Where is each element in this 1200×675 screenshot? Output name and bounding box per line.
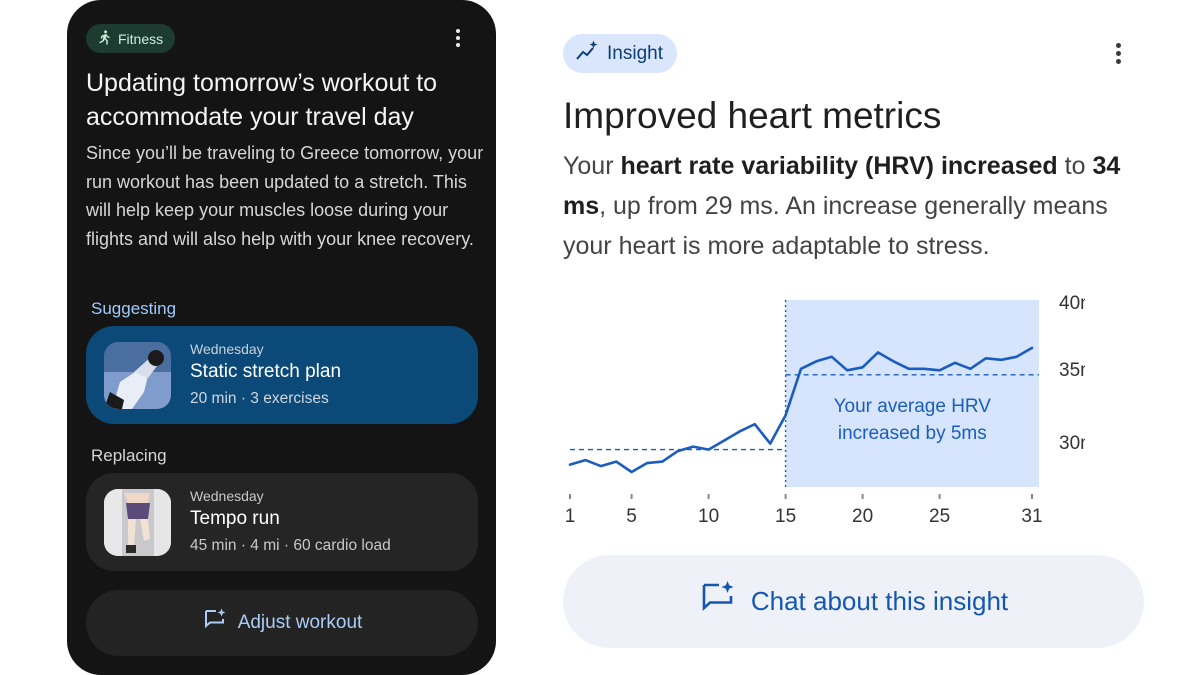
fitness-card: Fitness Updating tomorrow’s workout to a…	[67, 0, 496, 675]
run-thumbnail	[104, 489, 171, 556]
card-title: Updating tomorrow’s workout to accommoda…	[86, 69, 438, 131]
fitness-chip[interactable]: Fitness	[86, 24, 176, 53]
x-tick-label: 10	[698, 506, 719, 527]
replaced-workout-name: Tempo run	[190, 508, 280, 529]
suggesting-label: Suggesting	[91, 299, 177, 318]
insight-chip-label: Insight	[607, 42, 663, 64]
suggested-workout-card[interactable]: Wednesday Static stretch plan 20 min · 3…	[86, 326, 478, 424]
chat-about-insight-label: Chat about this insight	[750, 586, 1009, 616]
more-options-icon[interactable]	[1106, 41, 1130, 65]
x-tick-label: 25	[929, 506, 950, 527]
x-tick-label: 15	[775, 506, 796, 527]
adjust-workout-button[interactable]: Adjust workout	[86, 590, 478, 656]
suggested-day: Wednesday	[190, 341, 264, 357]
replaced-day: Wednesday	[190, 488, 264, 504]
chat-about-insight-button[interactable]: Chat about this insight	[563, 555, 1144, 648]
replaced-workout-meta: 45 min · 4 mi · 60 cardio load	[190, 537, 391, 554]
highlight-region	[785, 300, 1039, 487]
stretch-thumbnail	[104, 342, 171, 409]
chat-sparkle-icon	[202, 607, 228, 639]
chart-annotation: Your average HRV	[834, 396, 992, 417]
y-tick-label: 30ms	[1059, 433, 1085, 454]
suggested-workout-meta: 20 min · 3 exercises	[190, 390, 329, 407]
chart-annotation: increased by 5ms	[838, 423, 987, 444]
fitness-chip-label: Fitness	[118, 30, 164, 47]
running-icon	[95, 29, 112, 49]
y-tick-label: 40ms	[1059, 293, 1085, 314]
replaced-workout-card[interactable]: Wednesday Tempo run 45 min · 4 mi · 60 c…	[86, 473, 478, 571]
card-body: Since you’ll be traveling to Greece tomo…	[86, 143, 484, 249]
more-options-icon[interactable]	[446, 26, 470, 50]
x-tick-label: 5	[626, 506, 637, 527]
suggested-workout-name: Static stretch plan	[190, 361, 342, 382]
trending-sparkle-icon	[575, 39, 599, 69]
x-tick-label: 20	[852, 506, 873, 527]
y-tick-label: 35ms	[1059, 360, 1085, 381]
insight-description: Your heart rate variability (HRV) increa…	[563, 152, 1121, 260]
adjust-workout-label: Adjust workout	[237, 612, 363, 633]
replacing-label: Replacing	[91, 446, 167, 465]
x-tick-label: 1	[565, 506, 576, 527]
hrv-series-line	[568, 346, 1034, 474]
chat-sparkle-icon	[699, 579, 737, 624]
insight-chip[interactable]: Insight	[563, 34, 677, 73]
insight-title: Improved heart metrics	[563, 95, 942, 136]
x-tick-label: 31	[1021, 506, 1042, 527]
